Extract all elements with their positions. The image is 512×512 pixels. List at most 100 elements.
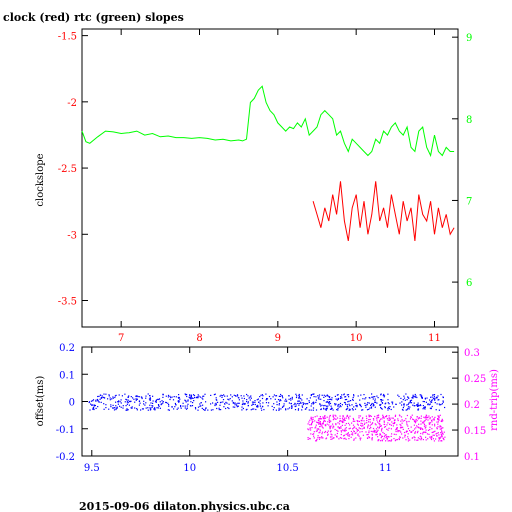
offset-point — [126, 403, 128, 405]
offset-point — [188, 396, 190, 398]
round-trip-point — [374, 431, 376, 434]
round-trip-point — [410, 426, 412, 428]
round-trip-point — [342, 429, 344, 431]
round-trip-point — [324, 417, 327, 419]
offset-point — [302, 403, 304, 406]
offset-point — [439, 404, 441, 406]
round-trip-point — [392, 423, 394, 425]
round-trip-point — [330, 433, 332, 435]
offset-point — [279, 399, 281, 401]
round-trip-point — [367, 425, 369, 427]
offset-point — [417, 402, 419, 404]
round-trip-point — [440, 428, 442, 430]
round-trip-point — [420, 427, 422, 429]
round-trip-point — [428, 422, 430, 424]
offset-point — [280, 399, 282, 402]
offset-point — [336, 409, 338, 411]
offset-point — [257, 404, 259, 406]
offset-point — [362, 409, 364, 411]
round-trip-point — [344, 417, 346, 419]
offset-point — [374, 398, 376, 400]
offset-point — [236, 405, 238, 407]
round-trip-point — [422, 431, 424, 434]
offset-point — [259, 396, 261, 398]
round-trip-point — [400, 420, 402, 422]
offset-point — [236, 394, 239, 396]
round-trip-point — [372, 418, 375, 420]
round-trip-point — [440, 420, 443, 422]
round-trip-point — [319, 416, 321, 418]
round-trip-point — [409, 439, 411, 441]
round-trip-point — [423, 431, 425, 433]
round-trip-point — [344, 419, 346, 421]
offset-point — [261, 394, 263, 396]
round-trip-point — [371, 437, 373, 439]
offset-point — [143, 403, 145, 405]
offset-point — [201, 407, 203, 409]
offset-point — [228, 399, 230, 401]
offset-point — [326, 401, 328, 403]
round-trip-point — [357, 421, 359, 423]
offset-point — [346, 405, 349, 407]
bottom-y-left-tick-label: -0.2 — [56, 452, 75, 463]
offset-point — [251, 408, 254, 410]
offset-point — [159, 401, 161, 403]
round-trip-point — [441, 435, 443, 437]
round-trip-point — [316, 430, 318, 432]
offset-point — [293, 404, 295, 406]
offset-point — [341, 394, 343, 396]
round-trip-point — [323, 418, 325, 420]
round-trip-point — [319, 422, 321, 424]
round-trip-point — [371, 434, 373, 436]
round-trip-point — [347, 435, 349, 437]
round-trip-point — [428, 433, 430, 435]
round-trip-point — [433, 419, 435, 421]
offset-point — [105, 407, 107, 409]
offset-point — [165, 395, 167, 397]
round-trip-point — [433, 440, 435, 442]
bottom-y-right-tick-label: 0.15 — [464, 426, 486, 437]
offset-point — [108, 408, 110, 410]
bottom-x-tick-label: 9.5 — [84, 463, 100, 474]
round-trip-point — [418, 417, 420, 419]
round-trip-point — [309, 424, 311, 426]
round-trip-point — [308, 421, 310, 423]
round-trip-point — [399, 436, 401, 439]
round-trip-point — [356, 429, 358, 431]
offset-point — [368, 402, 370, 404]
offset-point — [422, 400, 424, 403]
bottom-right-y-axis-label: rnd-trip(ms) — [489, 369, 500, 431]
round-trip-point — [417, 418, 419, 420]
round-trip-point — [326, 431, 328, 434]
offset-point — [361, 409, 363, 411]
offset-point — [265, 393, 267, 395]
round-trip-point — [443, 439, 445, 441]
round-trip-point — [397, 431, 399, 433]
offset-point — [121, 395, 123, 397]
offset-point — [190, 398, 192, 400]
offset-point — [390, 408, 392, 411]
offset-point — [189, 396, 191, 398]
offset-point — [320, 405, 322, 407]
offset-point — [241, 403, 243, 406]
offset-point — [281, 395, 283, 397]
offset-point — [124, 401, 126, 403]
offset-point — [133, 398, 135, 400]
offset-point — [114, 396, 116, 399]
round-trip-point — [308, 429, 310, 431]
round-trip-point — [386, 428, 388, 430]
offset-point — [213, 394, 215, 396]
offset-point — [400, 397, 402, 399]
offset-point — [250, 395, 252, 397]
offset-point — [139, 402, 141, 404]
offset-point — [301, 409, 303, 411]
offset-point — [429, 401, 432, 403]
offset-point — [325, 408, 327, 410]
offset-point — [436, 397, 438, 399]
round-trip-point — [406, 420, 408, 423]
offset-point — [352, 399, 354, 401]
offset-point — [234, 406, 236, 408]
offset-point — [379, 404, 381, 406]
offset-point — [438, 399, 440, 401]
offset-point — [261, 397, 264, 400]
